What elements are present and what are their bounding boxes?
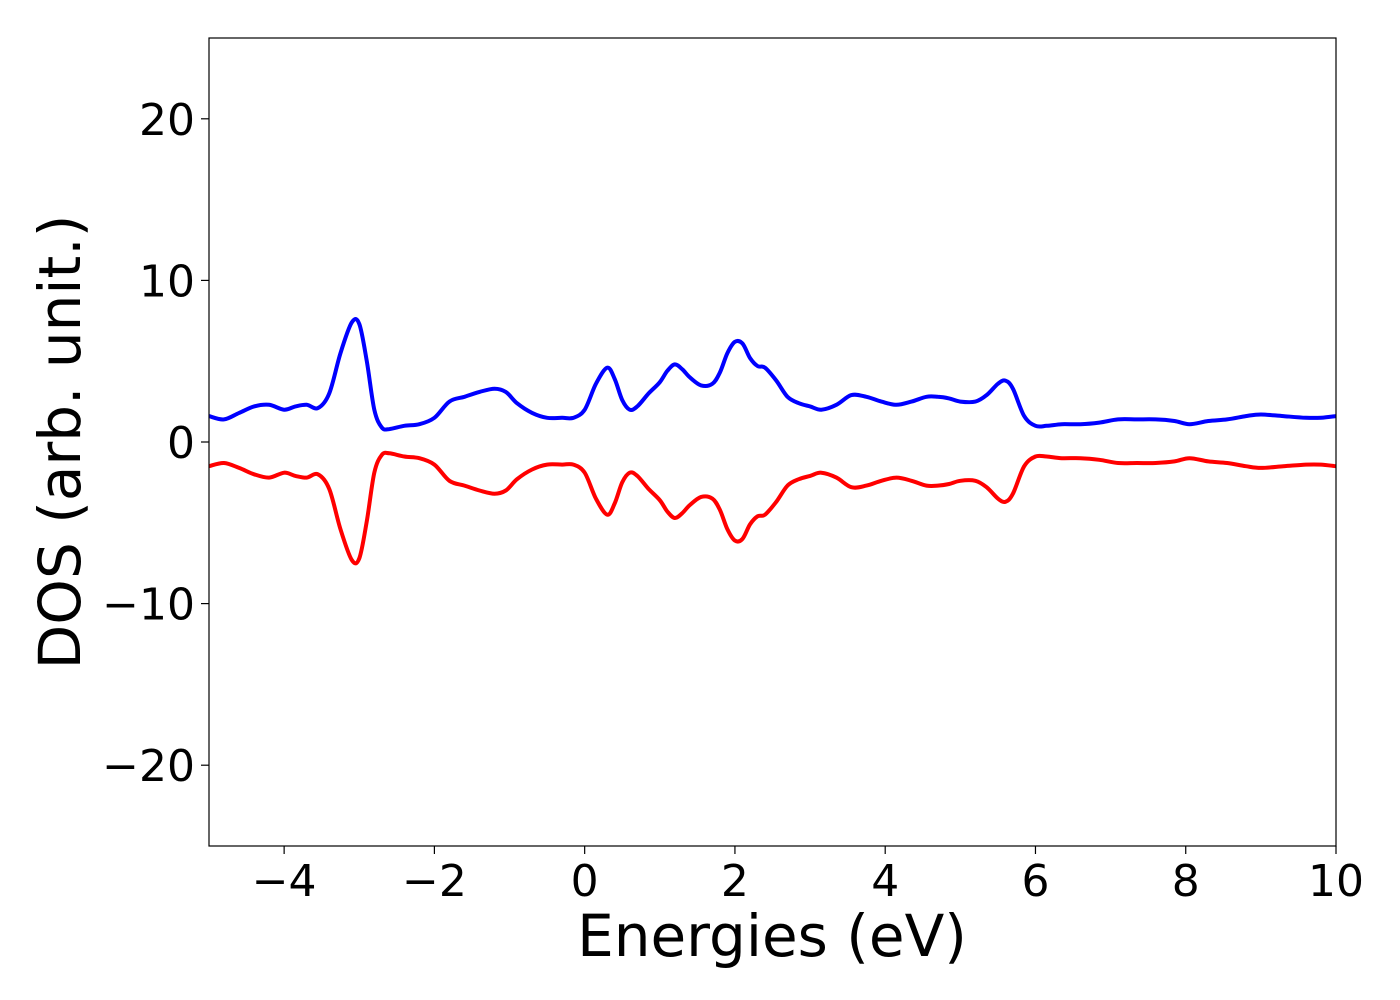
x-tick-label: 2 <box>721 856 749 907</box>
x-tick-label: 8 <box>1172 856 1200 907</box>
x-tick-label: 10 <box>1308 856 1364 907</box>
y-tick-label: 0 <box>167 418 195 469</box>
x-tick-label: 4 <box>871 856 899 907</box>
series-line-0 <box>209 317 1336 432</box>
x-tick-label: 0 <box>571 856 599 907</box>
y-tick-label: 10 <box>139 256 195 307</box>
x-tick-label: −4 <box>252 856 317 907</box>
x-tick-label: −2 <box>402 856 467 907</box>
y-axis-title: DOS (arb. unit.) <box>26 215 94 670</box>
y-axis: −20 −10 0 10 20 <box>102 95 209 792</box>
series-layer <box>209 317 1336 566</box>
y-tick-label: −10 <box>102 580 195 631</box>
x-tick-label: 6 <box>1021 856 1049 907</box>
y-tick-label: 20 <box>139 95 195 146</box>
x-axis-title: Energies (eV) <box>577 902 967 970</box>
y-tick-label: −20 <box>102 741 195 792</box>
series-line-1 <box>209 450 1336 566</box>
x-axis: −4 −2 0 2 4 6 8 10 <box>252 846 1364 907</box>
